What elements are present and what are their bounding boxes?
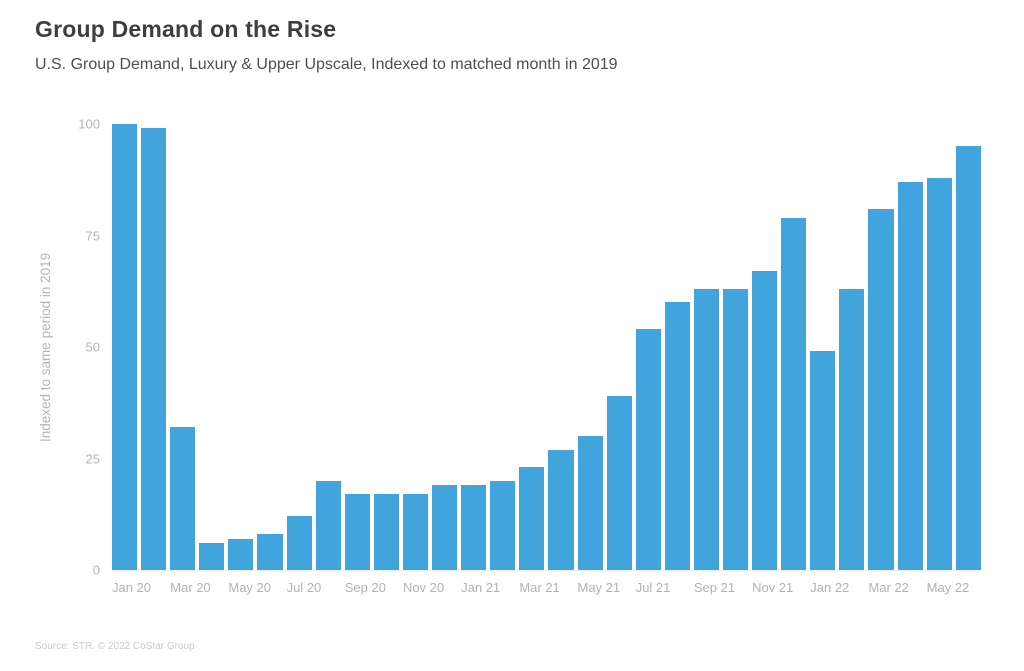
bar-sep-21 bbox=[693, 289, 719, 570]
x-tick-jan-21: Jan 21 bbox=[461, 580, 501, 595]
bar-may-21 bbox=[577, 436, 603, 570]
x-tick-mar-21: Mar 21 bbox=[519, 580, 560, 595]
x-tick-nov-20: Nov 20 bbox=[402, 580, 445, 595]
x-tick-empty bbox=[432, 580, 457, 595]
x-tick-empty bbox=[490, 580, 515, 595]
bar-may-20 bbox=[228, 538, 254, 570]
bar-jun-21 bbox=[606, 396, 632, 570]
x-tick-empty bbox=[723, 580, 748, 595]
bar-jun-22 bbox=[955, 146, 981, 570]
bar-feb-21 bbox=[490, 480, 516, 570]
y-tick-25: 25 bbox=[85, 451, 100, 466]
y-tick-0: 0 bbox=[92, 562, 100, 578]
x-tick-empty bbox=[665, 580, 690, 595]
x-tick-empty bbox=[607, 580, 632, 595]
source-note: Source: STR. © 2022 CoStar Group bbox=[35, 641, 195, 652]
y-axis-ticks: 0 25 50 75 100 bbox=[0, 118, 100, 577]
bar-jan-20 bbox=[112, 124, 138, 570]
bar-jul-20 bbox=[286, 516, 312, 570]
bar-oct-20 bbox=[373, 494, 399, 570]
page-title: Group Demand on the Rise bbox=[35, 16, 337, 42]
x-tick-empty bbox=[316, 580, 341, 595]
x-tick-may-20: May 20 bbox=[228, 580, 272, 595]
x-tick-mar-22: Mar 22 bbox=[868, 580, 909, 595]
bar-mar-22 bbox=[868, 208, 894, 570]
bar-nov-20 bbox=[402, 494, 429, 570]
bar-dec-20 bbox=[432, 485, 458, 570]
bar-mar-21 bbox=[519, 467, 545, 570]
y-tick-100: 100 bbox=[78, 116, 100, 132]
x-tick-may-22: May 22 bbox=[926, 580, 970, 595]
x-tick-empty bbox=[199, 580, 224, 595]
bar-aug-21 bbox=[664, 302, 690, 570]
x-tick-jan-20: Jan 20 bbox=[112, 580, 152, 595]
x-tick-jan-22: Jan 22 bbox=[810, 580, 850, 595]
x-tick-nov-21: Nov 21 bbox=[752, 580, 794, 595]
y-tick-75: 75 bbox=[85, 228, 100, 243]
bar-dec-21 bbox=[781, 217, 807, 570]
bar-sep-20 bbox=[344, 494, 370, 570]
x-tick-empty bbox=[839, 580, 864, 595]
x-tick-sep-20: Sep 20 bbox=[344, 580, 386, 595]
x-tick-mar-20: Mar 20 bbox=[170, 580, 211, 595]
bar-apr-21 bbox=[548, 449, 574, 570]
bar-jan-21 bbox=[461, 485, 487, 570]
bar-jan-22 bbox=[810, 351, 836, 570]
x-tick-may-21: May 21 bbox=[577, 580, 621, 595]
page-subtitle: U.S. Group Demand, Luxury & Upper Upscal… bbox=[35, 56, 618, 73]
x-tick-jul-21: Jul 21 bbox=[635, 580, 671, 595]
x-tick-empty bbox=[374, 580, 399, 595]
x-tick-empty bbox=[956, 580, 981, 595]
x-tick-empty bbox=[781, 580, 806, 595]
x-tick-empty bbox=[898, 580, 923, 595]
bar-jul-21 bbox=[635, 329, 661, 570]
bar-apr-22 bbox=[897, 181, 923, 570]
bar-apr-20 bbox=[199, 543, 225, 570]
x-tick-empty bbox=[141, 580, 166, 595]
bar-jun-20 bbox=[257, 534, 283, 570]
bar-feb-22 bbox=[839, 289, 865, 570]
y-tick-50: 50 bbox=[85, 339, 100, 355]
x-axis-labels: Jan 20 Mar 20 May 20 Jul 20 Sep 20 Nov 20 Jan … bbox=[112, 580, 981, 595]
plot-bars bbox=[112, 124, 981, 571]
bar-mar-20 bbox=[170, 427, 196, 570]
bar-nov-21 bbox=[752, 271, 778, 570]
x-tick-empty bbox=[548, 580, 573, 595]
x-tick-empty bbox=[257, 580, 282, 595]
bar-aug-20 bbox=[315, 480, 341, 570]
x-tick-jul-20: Jul 20 bbox=[286, 580, 322, 595]
x-tick-sep-21: Sep 21 bbox=[693, 580, 736, 595]
bar-oct-21 bbox=[722, 289, 749, 570]
bar-feb-20 bbox=[141, 128, 167, 570]
bar-may-22 bbox=[926, 177, 952, 570]
